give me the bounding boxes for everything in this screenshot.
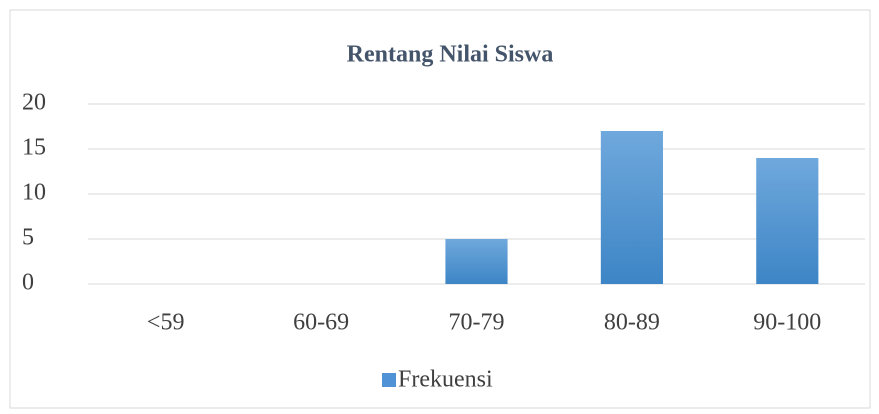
y-tick-label: 5 bbox=[22, 225, 34, 251]
legend-swatch bbox=[382, 373, 396, 387]
x-tick-label: 90-100 bbox=[753, 310, 821, 336]
y-tick-label: 10 bbox=[22, 180, 46, 206]
bar bbox=[756, 158, 819, 284]
chart-title: Rentang Nilai Siswa bbox=[347, 42, 554, 68]
x-tick-label: 80-89 bbox=[604, 310, 660, 336]
x-tick-label: <59 bbox=[147, 310, 185, 336]
chart-frame bbox=[9, 9, 871, 409]
y-tick-label: 0 bbox=[22, 270, 34, 296]
x-tick-label: 60-69 bbox=[293, 310, 349, 336]
bar bbox=[600, 131, 663, 284]
bar bbox=[445, 239, 508, 284]
y-tick-label: 15 bbox=[22, 135, 46, 161]
x-tick-label: 70-79 bbox=[449, 310, 505, 336]
y-tick-label: 20 bbox=[22, 90, 46, 116]
legend-label: Frekuensi bbox=[398, 367, 493, 393]
